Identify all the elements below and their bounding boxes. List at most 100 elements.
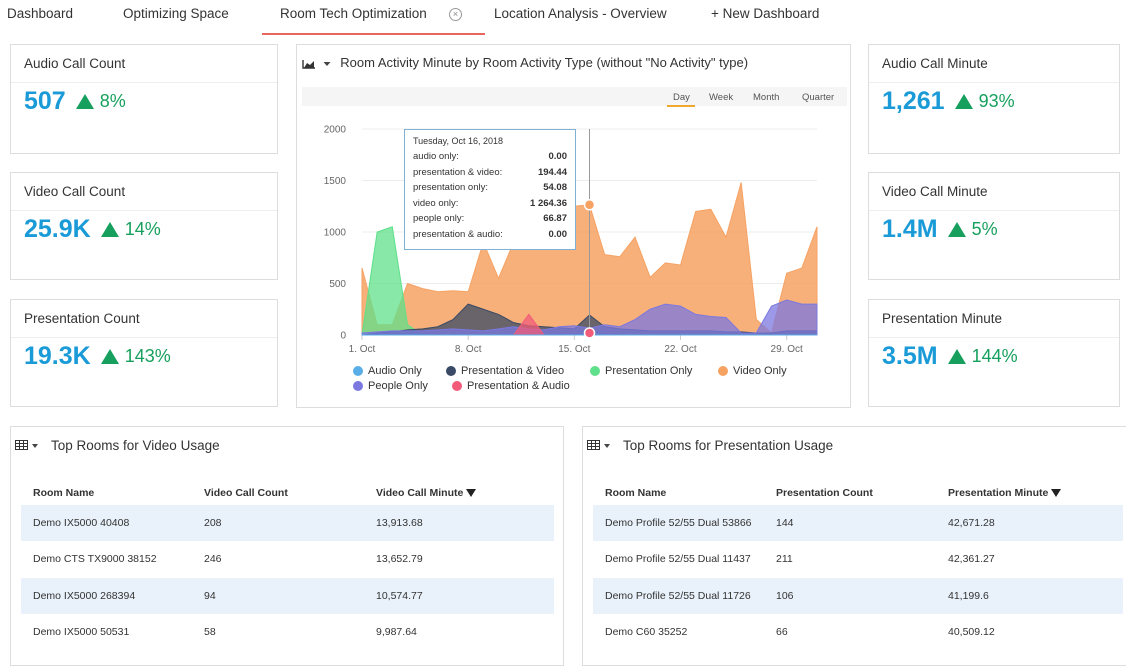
tooltip-value: 194.44 bbox=[537, 166, 567, 178]
divider bbox=[869, 210, 1119, 211]
column-header-label: Presentation Minute bbox=[948, 487, 1049, 499]
column-header-label: Video Call Minute bbox=[376, 487, 464, 499]
kpi-metric: 25.9K 14% bbox=[24, 215, 161, 244]
trend-up-icon bbox=[947, 349, 966, 364]
range-day-button[interactable]: Day bbox=[673, 92, 690, 103]
kpi-audio-call-count[interactable]: Audio Call Count 507 8% bbox=[10, 44, 278, 154]
sort-desc-icon bbox=[1051, 489, 1062, 498]
table-row[interactable]: Demo Profile 52/55 Dual 11726 106 41,199… bbox=[593, 578, 1123, 614]
table-row[interactable]: Demo Profile 52/55 Dual 11437 211 42,361… bbox=[593, 541, 1123, 577]
tooltip-label: presentation & audio: bbox=[413, 228, 503, 240]
y-tick-label: 500 bbox=[329, 279, 346, 290]
chevron-down-icon[interactable] bbox=[32, 444, 38, 448]
legend-label: Audio Only bbox=[368, 365, 422, 377]
tooltip-label: people only: bbox=[413, 213, 465, 224]
kpi-change: 8% bbox=[99, 91, 126, 111]
kpi-video-call-count[interactable]: Video Call Count 25.9K 14% bbox=[10, 172, 278, 280]
chevron-down-icon[interactable] bbox=[604, 444, 610, 448]
kpi-metric: 19.3K 143% bbox=[24, 342, 171, 371]
chart-title: Room Activity Minute by Room Activity Ty… bbox=[340, 55, 749, 70]
table-cell: 211 bbox=[776, 553, 793, 565]
column-header[interactable]: Presentation Count bbox=[776, 487, 873, 499]
legend-item[interactable]: People Only bbox=[353, 380, 428, 392]
table-cell: 58 bbox=[204, 626, 216, 638]
table-row[interactable]: Demo IX5000 40408 208 13,913.68 bbox=[21, 505, 554, 541]
legend-item[interactable]: Audio Only bbox=[353, 365, 422, 377]
tooltip-value: 1 264.36 bbox=[530, 197, 567, 209]
tooltip-label: video only: bbox=[413, 197, 459, 209]
legend-swatch bbox=[718, 366, 728, 377]
range-active-indicator bbox=[667, 105, 695, 107]
table-cell: Demo C60 35252 bbox=[605, 626, 688, 638]
column-header[interactable]: Room Name bbox=[33, 487, 95, 499]
tooltip-label: audio only: bbox=[413, 151, 459, 162]
tab-dashboard[interactable]: Dashboard bbox=[7, 6, 74, 21]
tooltip-value: 54.08 bbox=[543, 182, 567, 193]
legend-label: People Only bbox=[368, 380, 428, 392]
table-row[interactable]: Demo Profile 52/55 Dual 53866 144 42,671… bbox=[593, 505, 1123, 541]
kpi-title: Video Call Count bbox=[24, 184, 126, 199]
legend-label: Presentation & Video bbox=[461, 365, 565, 377]
legend-swatch bbox=[452, 381, 462, 392]
tab-room-tech-optimization[interactable]: Room Tech Optimization bbox=[280, 6, 427, 21]
dashboard-tabs: Dashboard Optimizing Space Room Tech Opt… bbox=[0, 0, 1126, 36]
column-header[interactable]: Video Call Count bbox=[204, 487, 288, 499]
divider bbox=[11, 210, 277, 211]
close-tab-icon[interactable]: × bbox=[449, 8, 462, 21]
tab-optimizing-space[interactable]: Optimizing Space bbox=[123, 6, 229, 21]
video-usage-table-card: Top Rooms for Video Usage Room Name Vide… bbox=[10, 426, 564, 666]
kpi-audio-call-minute[interactable]: Audio Call Minute 1,261 93% bbox=[868, 44, 1120, 154]
tooltip-date: Tuesday, Oct 16, 2018 bbox=[413, 136, 504, 146]
table-row[interactable]: Demo C60 35252 66 40,509.12 bbox=[593, 614, 1123, 650]
tooltip-row: presentation only: 54.08 bbox=[413, 180, 567, 196]
divider bbox=[11, 337, 277, 338]
range-week-button[interactable]: Week bbox=[709, 92, 734, 103]
x-tick-label: 1. Oct bbox=[349, 344, 376, 355]
chart-header: Room Activity Minute by Room Activity Ty… bbox=[302, 55, 748, 70]
kpi-presentation-count[interactable]: Presentation Count 19.3K 143% bbox=[10, 299, 278, 407]
table-icon[interactable] bbox=[587, 440, 600, 450]
table-cell: 40,509.12 bbox=[948, 626, 995, 638]
tab-location-analysis-overview[interactable]: Location Analysis - Overview bbox=[494, 6, 667, 21]
chart-tooltip: Tuesday, Oct 16, 2018 audio only: 0.00 pr… bbox=[404, 129, 576, 250]
range-month-button[interactable]: Month bbox=[753, 92, 780, 103]
table-row[interactable]: Demo IX5000 268394 94 10,574.77 bbox=[21, 578, 554, 614]
table-cell: Demo Profile 52/55 Dual 11437 bbox=[605, 553, 751, 565]
new-dashboard-button[interactable]: + New Dashboard bbox=[711, 6, 820, 21]
legend-item[interactable]: Presentation & Audio bbox=[452, 380, 570, 392]
kpi-metric: 1,261 93% bbox=[882, 87, 1015, 116]
kpi-video-call-minute[interactable]: Video Call Minute 1.4M 5% bbox=[868, 172, 1120, 280]
column-header-sorted[interactable]: Presentation Minute bbox=[948, 487, 1062, 499]
kpi-metric: 1.4M 5% bbox=[882, 215, 998, 244]
kpi-value: 3.5M bbox=[882, 342, 938, 370]
column-header[interactable]: Room Name bbox=[605, 487, 667, 499]
activity-chart-card: Room Activity Minute by Room Activity Ty… bbox=[296, 44, 851, 408]
area-chart-icon[interactable] bbox=[302, 59, 316, 69]
column-header-sorted[interactable]: Video Call Minute bbox=[376, 487, 477, 499]
table-cell: Demo CTS TX9000 38152 bbox=[33, 553, 157, 565]
table-cell: 9,987.64 bbox=[376, 626, 417, 638]
table-row[interactable]: Demo IX5000 50531 58 9,987.64 bbox=[21, 614, 554, 650]
x-tick-label: 22. Oct bbox=[664, 344, 696, 355]
table-cell: Demo Profile 52/55 Dual 53866 bbox=[605, 517, 752, 529]
legend-item[interactable]: Video Only bbox=[718, 365, 787, 377]
range-quarter-button[interactable]: Quarter bbox=[802, 92, 835, 103]
kpi-title: Video Call Minute bbox=[882, 184, 988, 199]
table-icon[interactable] bbox=[15, 440, 28, 450]
tooltip-value: 0.00 bbox=[548, 151, 568, 162]
tooltip-row: audio only: 0.00 bbox=[413, 149, 567, 165]
area-chart[interactable]: 0 500 1000 1500 2000 1. Oct 8. Oct 15. Oct 22. O… bbox=[297, 45, 850, 407]
legend-item[interactable]: Presentation Only bbox=[590, 365, 692, 377]
table-cell: 66 bbox=[776, 626, 788, 638]
legend-item[interactable]: Presentation & Video bbox=[446, 365, 564, 377]
table-cell: 42,671.28 bbox=[948, 517, 995, 529]
kpi-title: Audio Call Count bbox=[24, 56, 126, 71]
table-cell: 10,574.77 bbox=[376, 590, 423, 602]
kpi-presentation-minute[interactable]: Presentation Minute 3.5M 144% bbox=[868, 299, 1120, 407]
table-cell: 208 bbox=[204, 517, 222, 529]
table-row[interactable]: Demo CTS TX9000 38152 246 13,652.79 bbox=[21, 541, 554, 577]
chevron-down-icon[interactable] bbox=[323, 61, 331, 67]
table-cell: 41,199.6 bbox=[948, 590, 989, 602]
range-selector-bar bbox=[302, 87, 847, 106]
table-cell: 144 bbox=[776, 517, 794, 529]
